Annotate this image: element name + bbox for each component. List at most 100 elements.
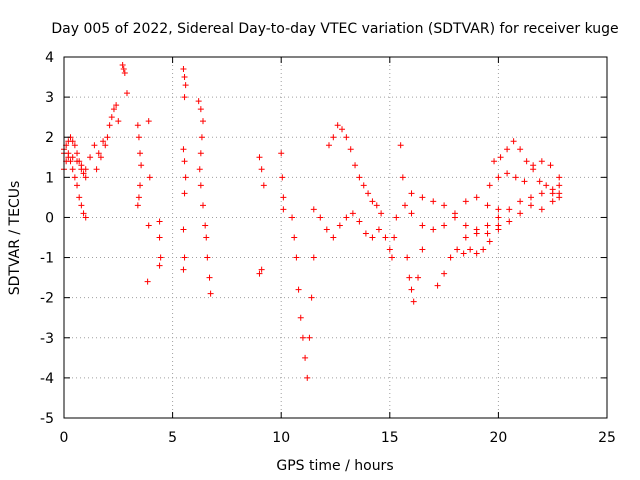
data-point	[356, 218, 363, 225]
data-point	[207, 290, 214, 297]
data-point	[480, 246, 487, 253]
data-point	[495, 174, 502, 181]
data-point	[543, 182, 550, 189]
data-point	[497, 154, 504, 161]
data-point	[280, 194, 287, 201]
data-point	[197, 150, 204, 157]
series-arc-4	[93, 102, 122, 173]
data-point	[356, 174, 363, 181]
data-point	[517, 210, 524, 217]
data-point	[536, 178, 543, 185]
data-point	[181, 190, 188, 197]
data-point	[362, 230, 369, 237]
data-point	[204, 254, 211, 261]
data-point	[467, 246, 474, 253]
data-point	[180, 66, 187, 73]
data-point	[330, 134, 337, 141]
data-point	[80, 210, 87, 217]
data-point	[135, 194, 142, 201]
series-arc-15	[325, 122, 385, 217]
data-point	[486, 182, 493, 189]
series-arc-16	[382, 214, 400, 261]
data-point	[408, 286, 415, 293]
data-point	[123, 90, 130, 97]
data-point	[404, 254, 411, 261]
data-point	[517, 198, 524, 205]
data-point	[510, 138, 517, 145]
data-point	[200, 202, 207, 209]
data-point	[547, 162, 554, 169]
data-point	[365, 190, 372, 197]
data-point	[462, 198, 469, 205]
data-point	[343, 134, 350, 141]
data-point	[521, 178, 528, 185]
data-point	[386, 246, 393, 253]
data-point	[279, 174, 286, 181]
data-point	[197, 182, 204, 189]
data-point	[506, 206, 513, 213]
data-point	[280, 206, 287, 213]
data-point	[343, 214, 350, 221]
data-point	[113, 102, 120, 109]
data-point	[180, 226, 187, 233]
series-arc-8	[156, 218, 164, 269]
series-arc-23	[486, 158, 563, 189]
series-arc-2	[61, 154, 89, 221]
data-point	[200, 118, 207, 125]
y-tick-label: 4	[45, 50, 54, 66]
data-point	[473, 230, 480, 237]
data-point	[119, 62, 126, 69]
data-point	[304, 374, 311, 381]
data-point	[198, 134, 205, 141]
data-point	[82, 214, 89, 221]
data-point	[430, 226, 437, 233]
data-point	[369, 234, 376, 241]
data-point	[181, 158, 188, 165]
data-point	[102, 142, 109, 149]
y-tick-label: -2	[40, 291, 54, 307]
data-point	[334, 122, 341, 129]
data-point	[71, 142, 78, 149]
data-point	[91, 142, 98, 149]
data-point	[181, 74, 188, 81]
data-point	[408, 210, 415, 217]
y-tick-label: -1	[40, 251, 54, 267]
data-point	[302, 354, 309, 361]
data-point	[80, 170, 87, 177]
data-point	[495, 214, 502, 221]
series-arc-7	[144, 118, 153, 285]
data-point	[82, 174, 89, 181]
data-point	[504, 170, 511, 177]
data-point	[182, 174, 189, 181]
data-point	[308, 294, 315, 301]
data-point	[369, 198, 376, 205]
data-point	[69, 154, 76, 161]
data-point	[120, 66, 127, 73]
plot-frame	[63, 56, 608, 419]
data-point	[206, 274, 213, 281]
data-point	[203, 234, 210, 241]
x-tick-label: 25	[598, 430, 616, 446]
data-point	[347, 146, 354, 153]
data-point	[451, 210, 458, 217]
data-point	[393, 214, 400, 221]
data-point	[74, 150, 81, 157]
data-point	[523, 158, 530, 165]
data-point	[454, 246, 461, 253]
data-point	[76, 194, 83, 201]
y-tick-label: -5	[40, 411, 54, 427]
series-arc-17	[397, 142, 426, 305]
series-arc-11	[256, 154, 267, 277]
data-point	[527, 194, 534, 201]
data-point	[137, 150, 144, 157]
data-point	[415, 274, 422, 281]
data-point	[391, 234, 398, 241]
data-point	[349, 210, 356, 217]
data-point	[97, 154, 104, 161]
series-arc-18	[408, 190, 502, 237]
data-point	[504, 146, 511, 153]
data-point	[460, 250, 467, 257]
data-point	[134, 202, 141, 209]
data-point	[65, 150, 72, 157]
data-point	[484, 202, 491, 209]
